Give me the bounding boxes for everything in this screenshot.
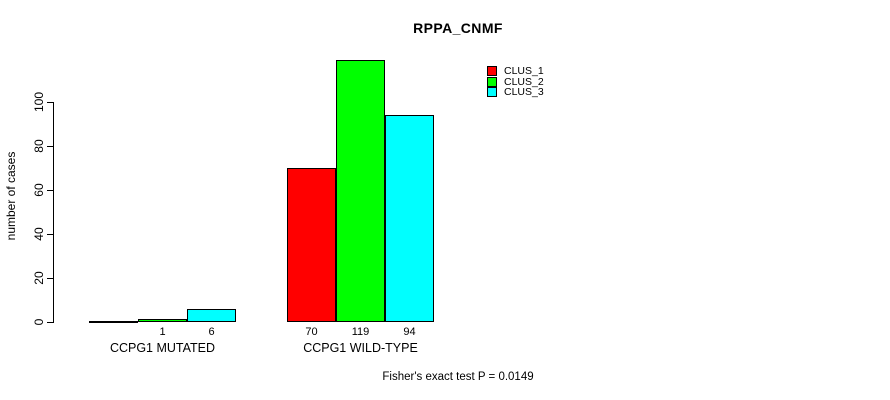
y-tick-mark bbox=[47, 322, 54, 323]
bar-clus_3-group1 bbox=[187, 309, 236, 322]
y-tick-mark bbox=[47, 146, 54, 147]
bar-value-label: 70 bbox=[305, 326, 318, 338]
y-axis-label: number of cases bbox=[4, 151, 18, 241]
legend-label: CLUS_2 bbox=[504, 75, 544, 88]
category-label-group1: CCPG1 MUTATED bbox=[109, 341, 216, 355]
bar-clus_1-group1 bbox=[89, 321, 138, 323]
bar-clus_2-group2 bbox=[336, 60, 385, 322]
footnote-annotation: Fisher's exact test P = 0.0149 bbox=[382, 371, 534, 383]
y-tick-label: 100 bbox=[32, 91, 46, 113]
y-tick-label: 40 bbox=[32, 227, 46, 241]
y-tick-label: 60 bbox=[32, 183, 46, 197]
legend-swatch-icon bbox=[487, 76, 497, 87]
legend-label: CLUS_3 bbox=[504, 85, 544, 98]
bar-value-label: 1 bbox=[159, 326, 166, 338]
legend-row-clus_1: CLUS_1 bbox=[487, 66, 544, 76]
legend-swatch-icon bbox=[487, 66, 497, 77]
bar-clus_2-group1 bbox=[138, 319, 187, 322]
bar-value-label: 119 bbox=[351, 326, 370, 338]
bar-clus_3-group2 bbox=[385, 115, 434, 322]
y-tick-mark bbox=[47, 102, 54, 103]
legend: CLUS_1 CLUS_2 CLUS_3 bbox=[487, 66, 544, 97]
legend-row-clus_2: CLUS_2 bbox=[487, 75, 544, 88]
bar-value-label: 6 bbox=[208, 326, 215, 338]
y-tick-mark bbox=[47, 278, 54, 279]
y-tick-mark bbox=[47, 190, 54, 191]
y-axis bbox=[53, 102, 54, 323]
bar-value-label: 94 bbox=[403, 326, 416, 338]
category-label-group2: CCPG1 WILD-TYPE bbox=[303, 341, 418, 355]
legend-row-clus_3: CLUS_3 bbox=[487, 87, 544, 97]
y-tick-label: 20 bbox=[32, 271, 46, 285]
legend-swatch-icon bbox=[487, 86, 497, 97]
bar-clus_1-group2 bbox=[287, 168, 336, 322]
legend-label: CLUS_1 bbox=[504, 65, 544, 78]
y-tick-mark bbox=[47, 234, 54, 235]
y-tick-label: 80 bbox=[32, 139, 46, 153]
chart-title: RPPA_CNMF bbox=[413, 20, 503, 36]
y-tick-label: 0 bbox=[32, 318, 46, 326]
